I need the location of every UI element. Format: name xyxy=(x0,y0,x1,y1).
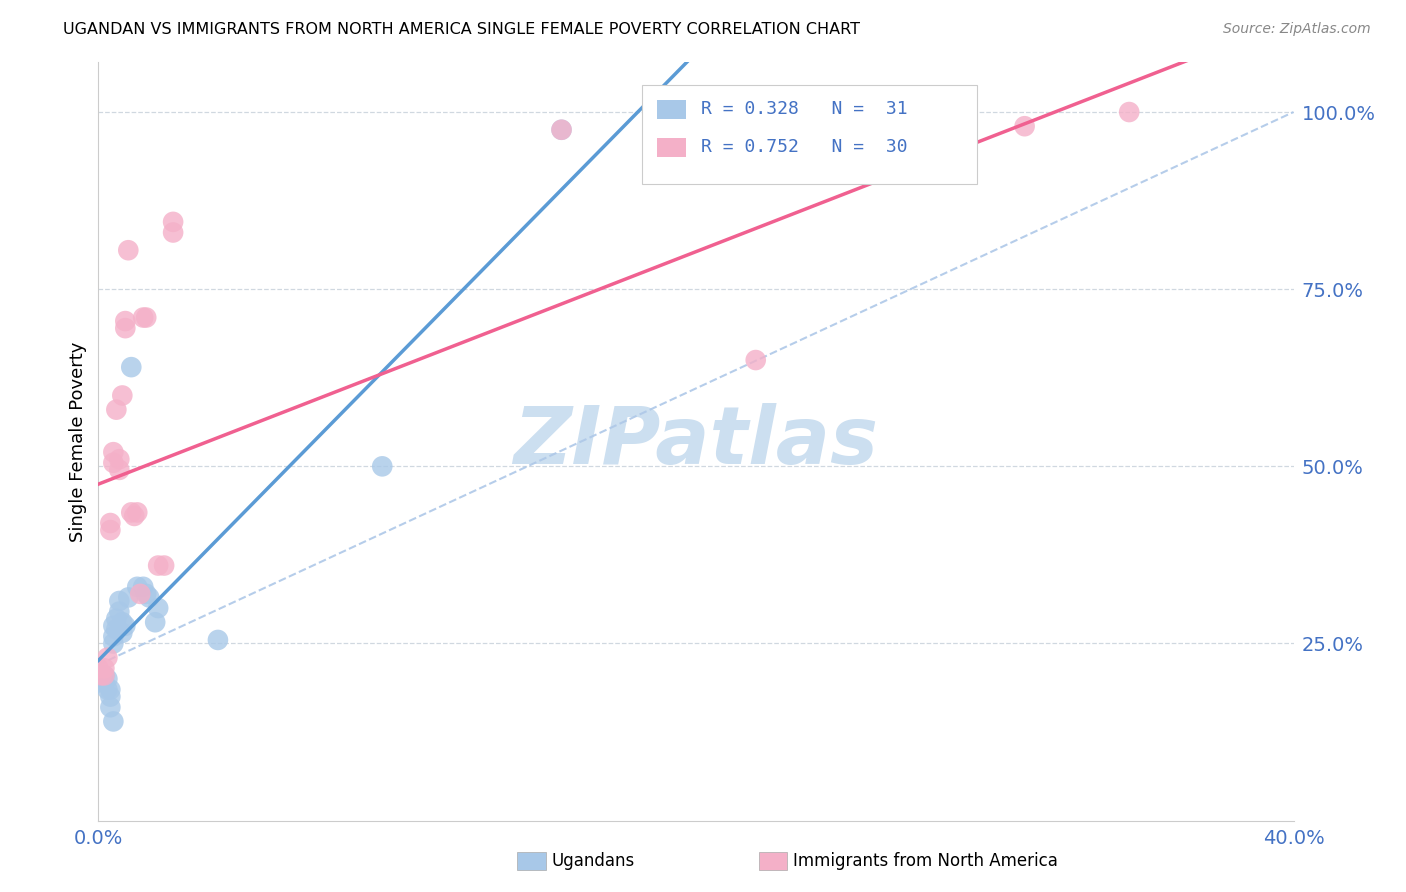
Point xyxy=(550,122,572,136)
Point xyxy=(87,661,110,675)
Point xyxy=(87,675,110,690)
Point xyxy=(103,629,125,643)
Point xyxy=(1118,105,1140,120)
Point xyxy=(114,619,136,633)
Point xyxy=(98,682,122,697)
Bar xyxy=(657,100,686,119)
Point xyxy=(371,459,394,474)
Point xyxy=(105,402,128,417)
Point xyxy=(98,690,122,704)
Bar xyxy=(657,138,686,157)
Point xyxy=(108,594,131,608)
Point xyxy=(120,360,142,375)
Text: ZIPatlas: ZIPatlas xyxy=(513,402,879,481)
Point xyxy=(207,632,229,647)
Point xyxy=(98,523,122,537)
Point xyxy=(96,672,118,686)
Point xyxy=(108,452,131,467)
Point xyxy=(550,122,572,136)
Point xyxy=(93,675,115,690)
Point xyxy=(143,615,166,630)
Text: Ugandans: Ugandans xyxy=(551,852,634,870)
Point xyxy=(124,508,146,523)
Point xyxy=(162,226,184,240)
Point xyxy=(127,505,149,519)
Y-axis label: Single Female Poverty: Single Female Poverty xyxy=(69,342,87,541)
Point xyxy=(103,714,125,729)
Point xyxy=(103,456,125,470)
Point xyxy=(111,615,134,630)
Point xyxy=(103,445,125,459)
Point xyxy=(745,353,768,368)
Point xyxy=(93,668,115,682)
Point xyxy=(111,388,134,402)
Point xyxy=(93,668,115,682)
Point xyxy=(111,625,134,640)
Point xyxy=(1014,119,1036,133)
Point xyxy=(98,516,122,530)
Point xyxy=(120,505,142,519)
Point xyxy=(93,661,115,675)
Point xyxy=(108,463,131,477)
Point xyxy=(132,580,155,594)
Point xyxy=(108,605,131,619)
Point xyxy=(117,244,139,258)
Point xyxy=(105,623,128,637)
Point xyxy=(117,591,139,605)
Point xyxy=(135,587,157,601)
Point xyxy=(96,650,118,665)
Point xyxy=(114,314,136,328)
Point xyxy=(90,668,112,682)
Point xyxy=(127,580,149,594)
Point xyxy=(138,591,160,605)
Text: Immigrants from North America: Immigrants from North America xyxy=(793,852,1057,870)
Text: Source: ZipAtlas.com: Source: ZipAtlas.com xyxy=(1223,22,1371,37)
Point xyxy=(153,558,176,573)
Bar xyxy=(643,85,977,184)
Point xyxy=(129,587,152,601)
Point xyxy=(103,619,125,633)
Text: UGANDAN VS IMMIGRANTS FROM NORTH AMERICA SINGLE FEMALE POVERTY CORRELATION CHART: UGANDAN VS IMMIGRANTS FROM NORTH AMERICA… xyxy=(63,22,860,37)
Text: R = 0.752   N =  30: R = 0.752 N = 30 xyxy=(700,138,907,156)
Point xyxy=(148,558,170,573)
Text: R = 0.328   N =  31: R = 0.328 N = 31 xyxy=(700,101,907,119)
Point xyxy=(135,310,157,325)
Point xyxy=(96,682,118,697)
Point xyxy=(103,636,125,650)
Point xyxy=(148,601,170,615)
Point xyxy=(132,310,155,325)
Point xyxy=(98,700,122,714)
Point xyxy=(114,321,136,335)
Point xyxy=(162,215,184,229)
Point xyxy=(87,668,110,682)
Point xyxy=(105,612,128,626)
